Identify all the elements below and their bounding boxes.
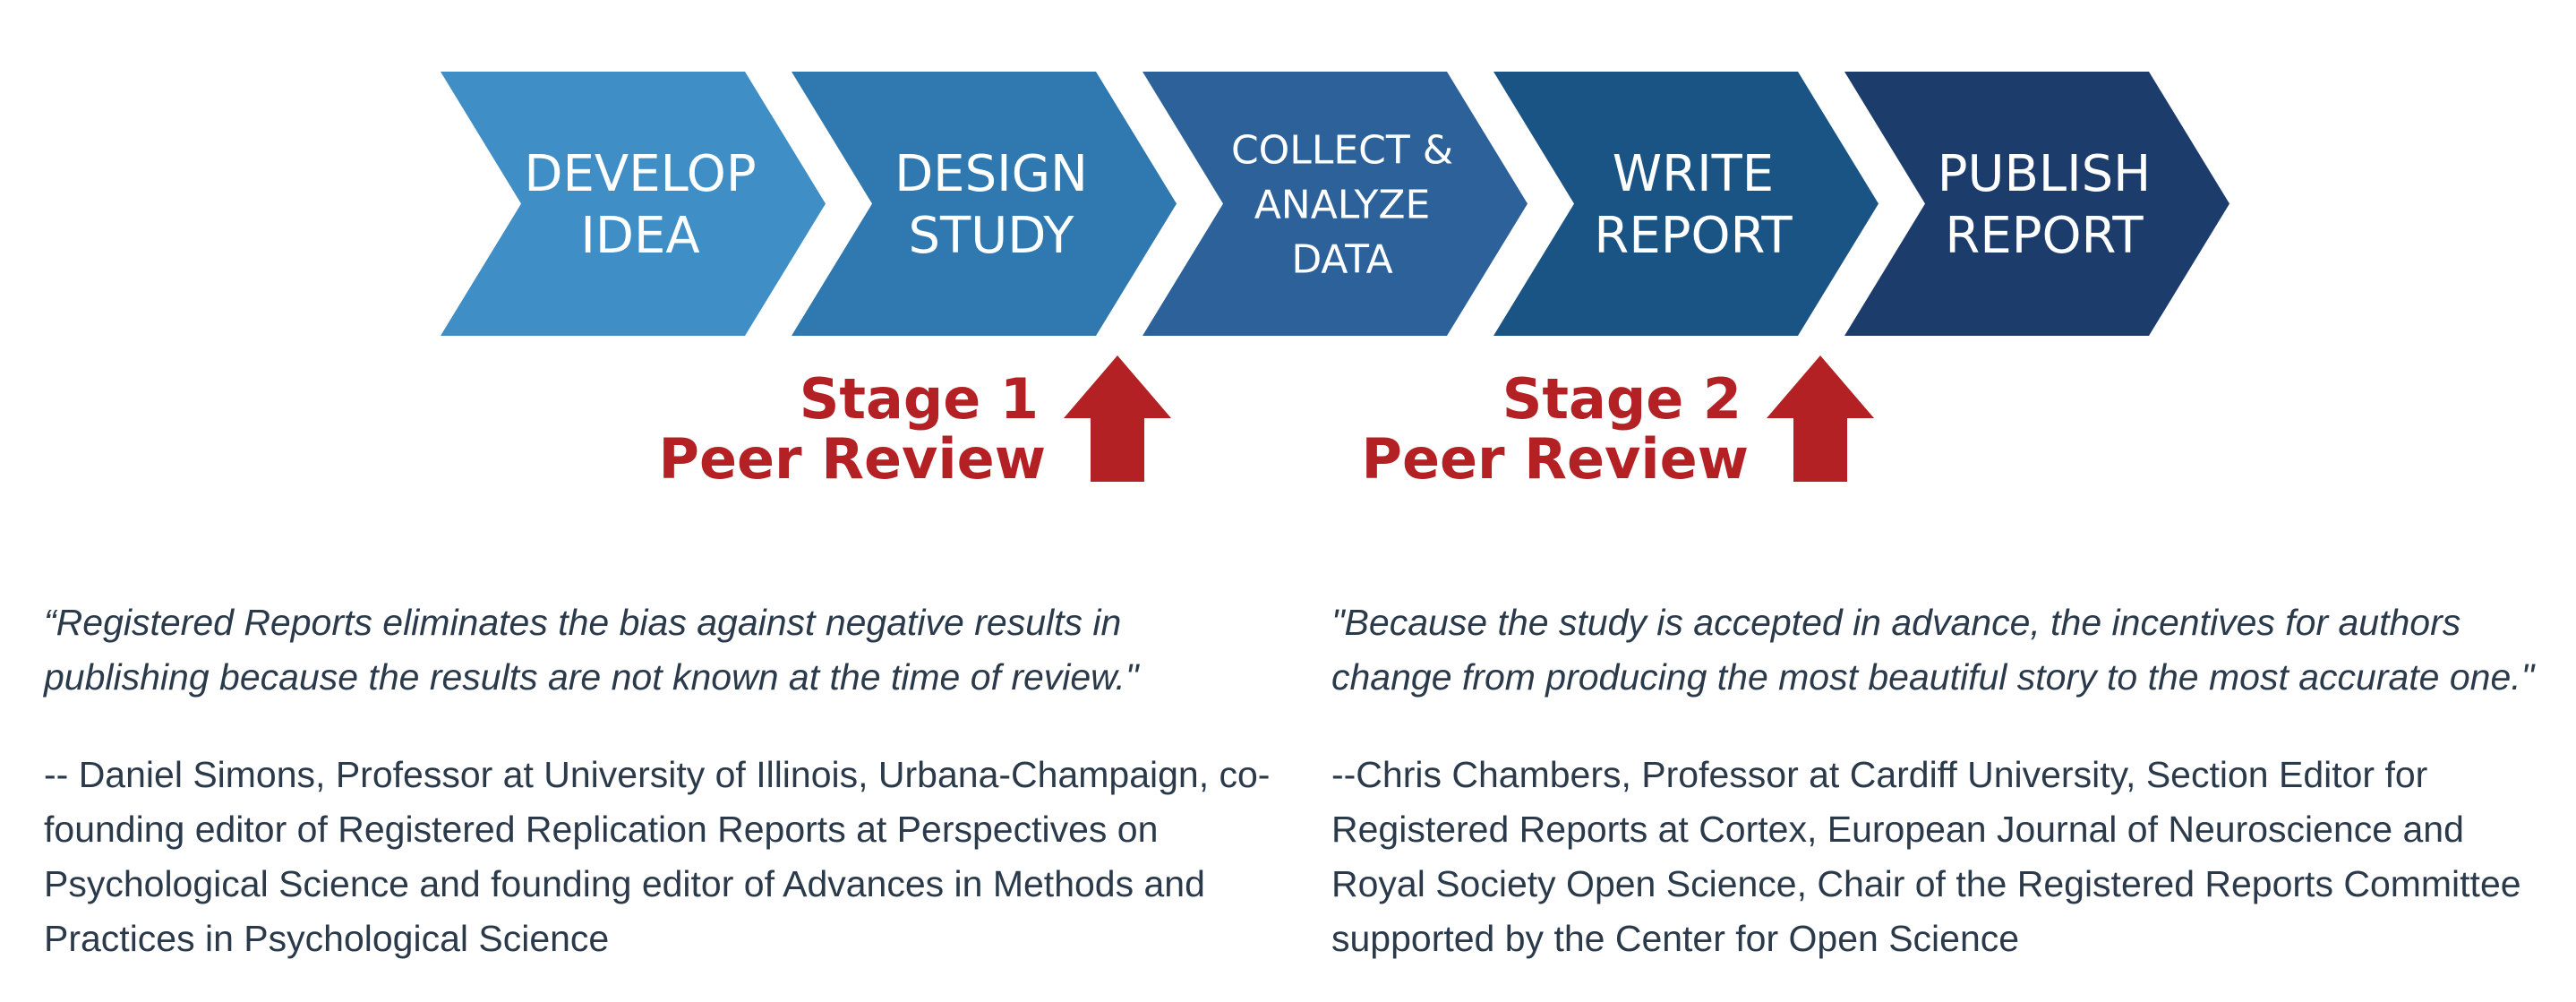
step-label-line: COLLECT & [1231, 127, 1453, 173]
peer-review-label: Peer Review [1362, 426, 1750, 492]
step-label-line: DESIGN [894, 145, 1088, 203]
step-chevron [1493, 72, 1879, 336]
quote-text: “Registered Reports eliminates the bias … [44, 602, 1139, 698]
step-label-line: REPORT [1594, 207, 1793, 265]
step-chevron [1143, 72, 1528, 336]
quote-attribution: --Chris Chambers, Professor at Cardiff U… [1331, 754, 2521, 959]
quote-attribution: -- Daniel Simons, Professor at Universit… [44, 754, 1271, 959]
step-label-line: REPORT [1945, 207, 2144, 265]
step-chevron [441, 72, 826, 336]
peer-review-label: Peer Review [659, 426, 1047, 492]
up-arrow-icon [1767, 355, 1874, 482]
step-collect-analyze-data: COLLECT & ANALYZE DATA [1143, 72, 1528, 336]
quote-column-left: “Registered Reports eliminates the bias … [44, 595, 1271, 966]
step-chevron [1844, 72, 2229, 336]
step-label-line: DEVELOP [524, 145, 756, 203]
step-label-line: STUDY [908, 207, 1074, 265]
stage-label: Stage 1 [800, 366, 1039, 432]
up-arrow-icon [1064, 355, 1171, 482]
step-label-line: IDEA [580, 207, 699, 265]
step-chevron [792, 72, 1177, 336]
quote-text: "Because the study is accepted in advanc… [1331, 602, 2535, 698]
quote-column-right: "Because the study is accepted in advanc… [1331, 595, 2567, 966]
step-label-line: DATA [1291, 236, 1392, 282]
step-label-line: ANALYZE [1254, 182, 1431, 227]
step-label-line: PUBLISH [1938, 145, 2152, 203]
step-label-line: WRITE [1613, 145, 1774, 203]
stage-label: Stage 2 [1502, 366, 1742, 432]
